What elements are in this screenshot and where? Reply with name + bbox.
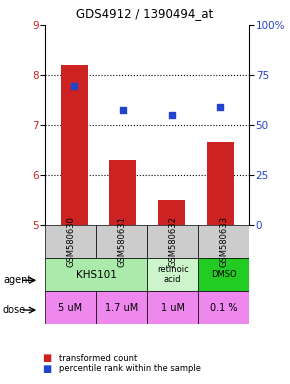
Text: dose: dose	[3, 305, 26, 315]
Text: GSM580632: GSM580632	[168, 216, 177, 267]
Text: ■: ■	[42, 353, 51, 363]
Text: GSM580630: GSM580630	[66, 216, 75, 267]
Bar	[96, 291, 147, 324]
Point	[121, 107, 125, 113]
Bar	[198, 258, 249, 291]
Bar	[147, 225, 198, 258]
Bar	[147, 291, 198, 324]
Bar	[198, 291, 249, 324]
Text: DMSO: DMSO	[211, 270, 237, 279]
Text: 1.7 uM: 1.7 uM	[105, 303, 138, 313]
Bar	[61, 65, 88, 225]
Text: GSM580631: GSM580631	[117, 216, 126, 267]
Bar	[96, 225, 147, 258]
Text: 5 uM: 5 uM	[59, 303, 83, 313]
Bar	[207, 142, 233, 225]
Point	[169, 112, 174, 118]
Bar	[158, 200, 185, 225]
Bar	[198, 225, 249, 258]
Text: percentile rank within the sample: percentile rank within the sample	[59, 364, 202, 373]
Text: transformed count: transformed count	[59, 354, 138, 363]
Bar	[45, 291, 96, 324]
Bar	[109, 160, 136, 225]
Text: agent: agent	[3, 275, 31, 285]
Text: retinoic
acid: retinoic acid	[157, 265, 188, 284]
Text: ■: ■	[42, 364, 51, 374]
Text: 1 uM: 1 uM	[161, 303, 185, 313]
Text: 0.1 %: 0.1 %	[210, 303, 238, 313]
Text: GDS4912 / 1390494_at: GDS4912 / 1390494_at	[76, 7, 214, 20]
Text: GSM580633: GSM580633	[219, 216, 228, 267]
Bar	[45, 225, 96, 258]
Point	[72, 83, 77, 89]
Point	[218, 104, 222, 111]
Bar	[147, 258, 198, 291]
Bar	[45, 258, 147, 291]
Text: KHS101: KHS101	[76, 270, 117, 280]
